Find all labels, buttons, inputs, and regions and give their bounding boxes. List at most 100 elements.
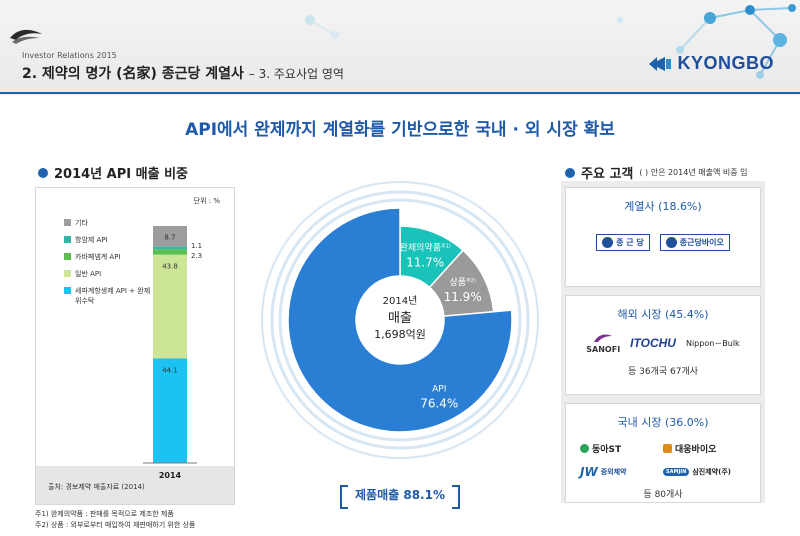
legend-swatch xyxy=(64,287,71,294)
left-section-title-text: 2014년 API 매출 비중 xyxy=(54,167,188,182)
sanofi-logo: SANOFI xyxy=(586,332,620,354)
card-title: 해외 시장 (45.4%) xyxy=(617,308,709,321)
chongkundang-bio-logo: 종근당바이오 xyxy=(659,234,730,251)
legend-label: 기타 xyxy=(75,219,88,227)
bar-value-label: 8.7 xyxy=(164,233,175,241)
slice-label: 완제의약품주1) xyxy=(400,242,451,254)
kyongbo-emblem-icon xyxy=(649,56,672,71)
legend-label: 카바페넴계 API xyxy=(75,253,121,261)
logo-row: SANOFI ITOCHU Nippon－Bulk xyxy=(566,332,760,354)
customer-card-overseas: 해외 시장 (45.4%) SANOFI ITOCHU Nippon－Bulk … xyxy=(565,295,761,395)
logo-text: 종 근 당 xyxy=(616,238,644,247)
slice-value-label: 11.9% xyxy=(444,290,482,304)
donut-center-label: 1,698억원 xyxy=(374,328,426,341)
daewoong-emblem-icon xyxy=(663,444,672,453)
legend-item: 일반 API xyxy=(64,269,155,279)
source-strip xyxy=(36,466,234,504)
x-tick-label: 2014 xyxy=(159,471,182,480)
logo-text: 중외제약 xyxy=(600,468,627,476)
bar-segment xyxy=(153,358,187,463)
domestic-count: 등 80개사 xyxy=(643,490,683,500)
slice-value-label: 76.4% xyxy=(420,396,458,410)
customers-title-text: 주요 고객 xyxy=(581,167,634,182)
footnotes: 주1) 완제의약품 : 판매를 목적으로 제조한 제품 주2) 상품 : 외부로… xyxy=(35,509,195,531)
legend-swatch xyxy=(64,253,71,260)
page-title: 2. 제약의 명가 (名家) 종근당 계열사 – 3. 주요사업 영역 xyxy=(22,63,344,83)
donga-emblem-icon xyxy=(580,444,589,453)
legend-label: 항암제 API xyxy=(75,236,108,244)
headline: API에서 완제까지 계열화를 기반으로한 국내 · 외 시장 확보 xyxy=(185,120,615,140)
bullet-dot-icon xyxy=(565,167,575,178)
bar-segment xyxy=(153,254,187,359)
logo-text: 삼진제약(주) xyxy=(692,468,731,476)
header-divider xyxy=(0,92,800,94)
header: Investor Relations 2015 2. 제약의 명가 (名家) 종… xyxy=(0,0,800,95)
samjin-logo: SAMJIN 삼진제약(주) xyxy=(663,465,746,479)
left-section-title: 2014년 API 매출 비중 xyxy=(38,163,188,182)
page-title-main: 2. 제약의 명가 (名家) 종근당 계열사 xyxy=(22,66,244,82)
daewoong-bio-logo: 대웅바이오 xyxy=(663,442,746,455)
bar-segment xyxy=(153,246,187,250)
bullet-dot-icon xyxy=(38,167,48,178)
company-logo-icon xyxy=(10,29,42,44)
choongwae-logo: JW 중외제약 xyxy=(580,465,663,479)
ir-label: Investor Relations 2015 xyxy=(22,51,117,60)
donut-center-label: 매출 xyxy=(388,311,412,326)
legend-item: 카바페넴계 API xyxy=(64,252,155,262)
stacked-bar-chart: 44.1 43.8 2.3 1.1 8.7 2014 xyxy=(143,226,202,480)
brand-logo: KYONGBO xyxy=(647,53,774,74)
product-sales-total: 제품매출 88.1% xyxy=(340,483,460,509)
sanofi-bird-icon xyxy=(594,334,613,342)
logo-text: 종근당바이오 xyxy=(679,238,724,247)
nippon-bulk-logo: Nippon－Bulk xyxy=(685,338,740,348)
customer-card-affiliates: 계열사 (18.6%) 종 근 당 종근당바이오 xyxy=(565,187,761,287)
bar-value-label: 1.1 xyxy=(191,242,202,250)
donut-decor-ring xyxy=(270,190,530,450)
donga-st-logo: 동아ST xyxy=(580,442,663,455)
bar-value-label: 43.8 xyxy=(162,263,178,271)
sales-donut-chart: 완제의약품주1) 11.7% 상품주2) 11.9% API 76.4% 2014년 매출 1,… xyxy=(250,170,550,470)
stack-legend: 기타 항암제 API 카바페넴계 API 일반 API 세파계항생제 API +… xyxy=(64,218,155,313)
logo-grid: 동아ST 대웅바이오 JW 중외제약 SAMJIN 삼진제약(주) xyxy=(580,442,746,479)
legend-item: 세파계항생제 API + 완제 위수탁 xyxy=(64,286,155,306)
logo-text: SANOFI xyxy=(586,345,621,354)
slice-note: 주2) xyxy=(466,278,476,284)
unit-label: 단위 : % xyxy=(193,197,220,205)
donut-slice xyxy=(287,207,513,433)
donut-decor-ring xyxy=(261,181,539,459)
card-title: 국내 시장 (36.0%) xyxy=(617,416,709,429)
bar-segment xyxy=(153,226,187,247)
legend-swatch xyxy=(64,219,71,226)
bar-value-label: 2.3 xyxy=(191,252,202,260)
footnote-1: 주1) 완제의약품 : 판매를 목적으로 제조한 제품 xyxy=(35,510,174,518)
chongkundang-logo: 종 근 당 xyxy=(596,234,650,251)
slice-note: 주1) xyxy=(441,244,451,250)
donut-hole xyxy=(357,277,443,363)
page-subtitle: – 3. 주요사업 영역 xyxy=(248,67,344,81)
molecule-decoration-icon xyxy=(305,15,339,39)
legend-label: 세파계항생제 API + 완제 위수탁 xyxy=(75,287,151,305)
donut-decor-ring xyxy=(278,198,522,442)
legend-swatch xyxy=(64,236,71,243)
legend-label: 일반 API xyxy=(75,270,102,278)
customers-section-title: 주요 고객 ( ) 안은 2014년 매출액 비중 임 xyxy=(565,163,747,182)
brand-name: KYONGBO xyxy=(677,53,774,73)
legend-item: 기타 xyxy=(64,218,155,228)
logo-text: 대웅바이오 xyxy=(675,445,717,455)
itochu-logo: ITOCHU xyxy=(630,336,676,350)
api-sales-panel: 단위 : % 기타 항암제 API 카바페넴계 API 일반 API 세파계항생… xyxy=(35,187,235,505)
logo-row: 종 근 당 종근당바이오 xyxy=(566,234,760,251)
customers-note: ( ) 안은 2014년 매출액 비중 임 xyxy=(639,168,748,177)
chongkundang-emblem-icon xyxy=(602,237,614,248)
slice-label: API xyxy=(432,384,446,394)
chongkundang-emblem-icon xyxy=(665,237,677,248)
samjin-badge: SAMJIN xyxy=(663,468,690,476)
molecule-decoration-icon xyxy=(617,4,796,79)
source-note: 출처: 경보제약 매출자료 (2014) xyxy=(48,483,145,491)
bar-segment xyxy=(153,249,187,255)
donut-center-label: 2014년 xyxy=(383,295,418,307)
card-title: 계열사 (18.6%) xyxy=(624,200,702,213)
footnote-2: 주2) 상품 : 외부로부터 매입하여 재판매하기 위한 상품 xyxy=(35,521,196,529)
legend-item: 항암제 API xyxy=(64,235,155,245)
